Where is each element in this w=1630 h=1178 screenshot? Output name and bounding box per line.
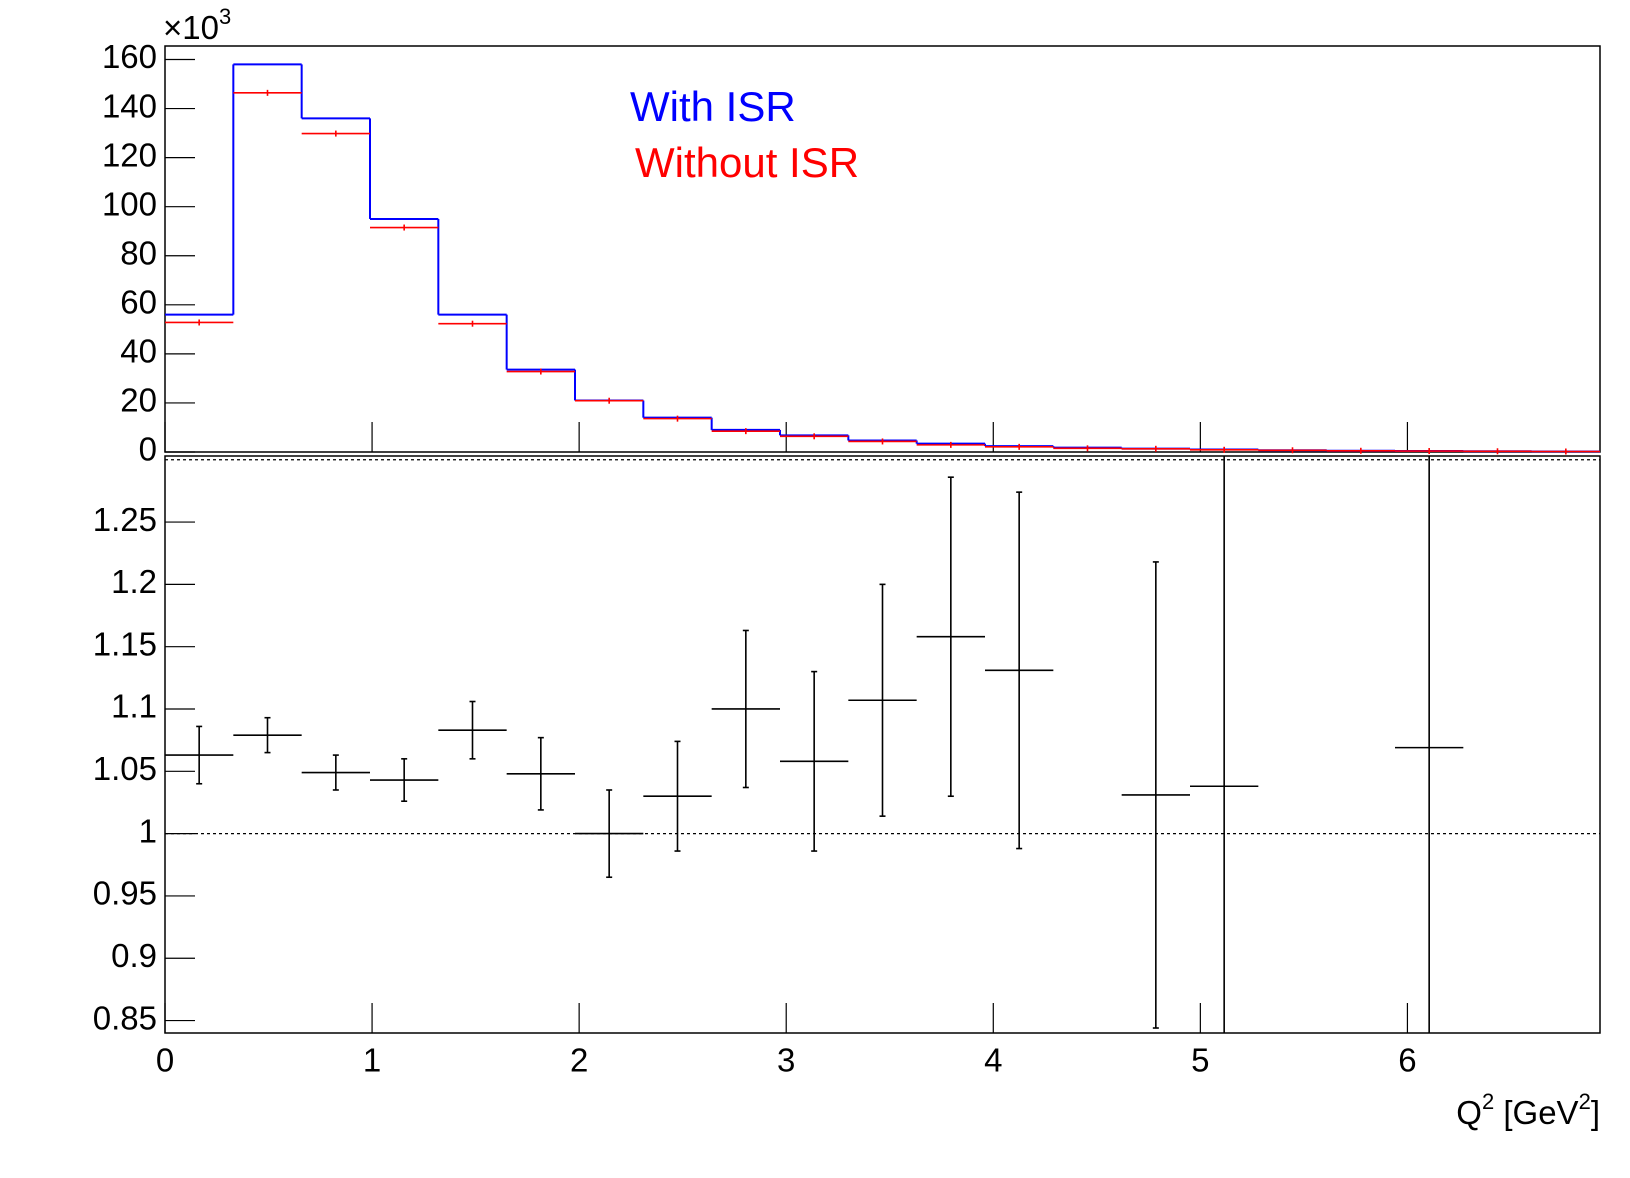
y-tick-label: 1.05 bbox=[93, 750, 157, 787]
y-tick-label: 20 bbox=[120, 382, 157, 419]
bottom-frame bbox=[164, 455, 1601, 1034]
x-label-part: ] bbox=[1591, 1094, 1600, 1131]
x-label-part: 2 bbox=[1482, 1089, 1494, 1114]
y-tick-label: 0.9 bbox=[111, 937, 157, 974]
y-tick-label: 0.95 bbox=[93, 875, 157, 912]
x-tick-label: 1 bbox=[363, 1042, 381, 1079]
legend-entry: Without ISR bbox=[635, 139, 859, 186]
y-tick-label: 120 bbox=[102, 136, 157, 173]
y-tick-label: 0.85 bbox=[93, 999, 157, 1036]
y-tick-label: 0 bbox=[139, 431, 157, 468]
x-tick-label: 2 bbox=[570, 1042, 588, 1079]
y-tick-label: 80 bbox=[120, 234, 157, 271]
multiplier-exponent: 3 bbox=[219, 4, 231, 29]
x-axis-label: Q2 [GeV2] bbox=[1456, 1089, 1600, 1131]
y-tick-label: 1 bbox=[139, 812, 157, 849]
x-label-part: [GeV bbox=[1494, 1094, 1578, 1131]
y-tick-label: 100 bbox=[102, 185, 157, 222]
ratio-plot-area bbox=[165, 456, 1464, 1033]
y-tick-label: 1.1 bbox=[111, 688, 157, 725]
x-tick-label: 4 bbox=[984, 1042, 1002, 1079]
y-multiplier: ×103 bbox=[163, 4, 231, 46]
multiplier-base: ×10 bbox=[163, 9, 219, 46]
y-tick-label: 1.2 bbox=[111, 563, 157, 600]
x-tick-label: 0 bbox=[156, 1042, 174, 1079]
x-label-part: 2 bbox=[1579, 1089, 1591, 1114]
x-label-part: Q bbox=[1456, 1094, 1482, 1131]
y-tick-label: 1.15 bbox=[93, 625, 157, 662]
y-tick-label: 60 bbox=[120, 284, 157, 321]
legend-entry: With ISR bbox=[630, 83, 796, 130]
x-tick-label: 3 bbox=[777, 1042, 795, 1079]
top-frame bbox=[164, 45, 1601, 453]
y-tick-label: 160 bbox=[102, 38, 157, 75]
x-tick-label: 6 bbox=[1398, 1042, 1416, 1079]
y-tick-label: 140 bbox=[102, 87, 157, 124]
y-tick-label: 1.25 bbox=[93, 501, 157, 538]
x-tick-label: 5 bbox=[1191, 1042, 1209, 1079]
y-tick-label: 40 bbox=[120, 333, 157, 370]
